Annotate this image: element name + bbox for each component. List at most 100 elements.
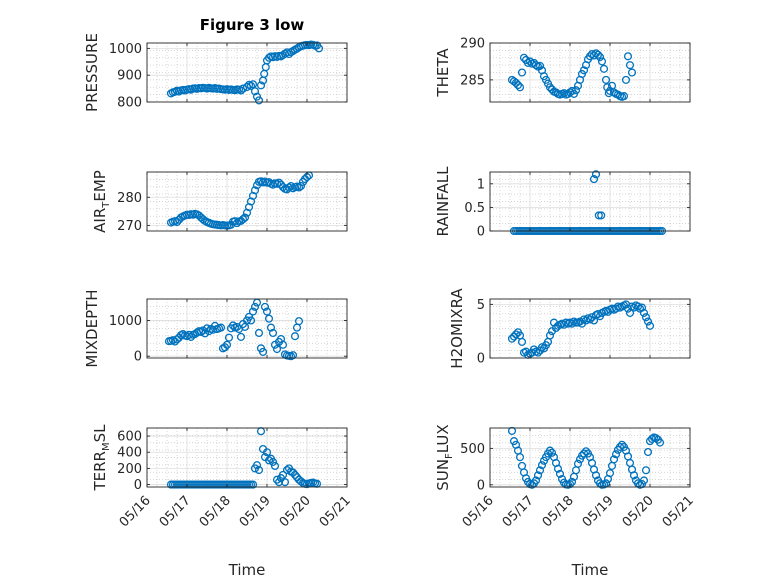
x-tick-label: 05/17 <box>157 493 194 530</box>
data-point <box>272 475 282 484</box>
data-point <box>511 330 521 339</box>
data-point <box>278 340 288 349</box>
data-point <box>288 351 298 360</box>
data-point <box>531 476 541 485</box>
data-point <box>609 88 619 97</box>
x-tick-label: 05/16 <box>117 493 154 530</box>
data-point <box>292 473 302 482</box>
data-point <box>619 92 629 101</box>
data-point <box>615 442 625 451</box>
data-point <box>276 52 286 61</box>
y-tick-label: 0 <box>477 225 485 240</box>
data-point <box>643 317 653 326</box>
data-point <box>240 213 250 222</box>
x-tick-label: 05/20 <box>620 493 657 530</box>
x-tick-label: 05/17 <box>500 493 537 530</box>
y-tick-label: 1000 <box>109 314 142 329</box>
data-point <box>601 75 611 84</box>
y-tick-label: 0.5 <box>464 201 485 216</box>
data-point <box>220 343 230 352</box>
data-point <box>581 316 591 325</box>
data-point <box>216 323 226 332</box>
y-tick-label: 0 <box>134 478 142 493</box>
y-tick-label: 270 <box>117 219 142 234</box>
x-tick-label: 05/19 <box>237 493 274 530</box>
data-point <box>605 469 615 478</box>
y-tick-label: 290 <box>460 37 485 52</box>
y-tick-label: 1 <box>477 177 485 192</box>
x-tick-label: 05/20 <box>277 493 314 530</box>
data-point <box>258 347 268 356</box>
axes-box <box>489 298 691 359</box>
data-point <box>260 302 270 311</box>
data-point <box>579 449 589 458</box>
data-point <box>507 334 517 343</box>
x-axis-label: Time <box>571 561 609 579</box>
data-point <box>641 313 651 322</box>
data-point <box>248 80 258 89</box>
axes-box <box>489 171 691 232</box>
y-tick-label: 280 <box>117 191 142 206</box>
data-point <box>591 170 601 179</box>
y-tick-label: 600 <box>117 430 142 445</box>
data-point <box>290 470 300 479</box>
data-point <box>517 68 527 77</box>
data-point <box>627 68 637 77</box>
data-point <box>228 321 238 330</box>
data-point <box>264 314 274 323</box>
data-point <box>643 447 653 457</box>
data-point <box>573 459 583 468</box>
y-tick-label: 285 <box>460 73 485 88</box>
data-point <box>268 328 278 338</box>
data-point <box>172 335 182 344</box>
y-axis-label: SUNFLUX <box>434 424 455 490</box>
data-point <box>581 447 591 456</box>
data-point <box>555 469 565 478</box>
data-point <box>595 52 605 62</box>
data-point <box>262 307 272 316</box>
data-point <box>232 219 242 228</box>
data-point <box>647 434 657 443</box>
axes-box <box>146 298 348 359</box>
data-point <box>515 453 525 462</box>
data-point <box>178 329 188 339</box>
data-point <box>565 480 575 489</box>
x-tick-label: 05/21 <box>317 493 354 530</box>
data-point <box>278 183 288 192</box>
data-point <box>254 96 264 105</box>
y-tick-label: 1000 <box>109 42 142 57</box>
data-point <box>623 304 633 313</box>
x-tick-label: 05/19 <box>580 493 617 530</box>
y-tick-label: 0 <box>477 478 485 493</box>
data-point <box>633 302 643 311</box>
y-axis-label: H2OMIXRA <box>448 288 466 369</box>
data-point <box>559 89 569 98</box>
y-tick-label: 0 <box>134 350 142 365</box>
subplot-5: 0 5 H2OMIXRA <box>448 288 691 369</box>
data-point <box>587 50 597 59</box>
data-point <box>523 58 533 67</box>
y-axis-label: AIRTEMP <box>91 170 112 233</box>
data-point <box>278 51 288 60</box>
data-point <box>511 78 521 87</box>
x-tick-label: 05/18 <box>197 493 234 530</box>
data-point <box>625 61 635 70</box>
data-point <box>629 303 639 312</box>
data-point <box>266 323 276 332</box>
data-point <box>527 480 537 489</box>
data-point <box>236 86 246 95</box>
axes-box <box>489 427 691 488</box>
subplot-1: 285 290 THETA <box>434 37 691 103</box>
data-point <box>629 471 639 480</box>
data-point <box>525 57 535 66</box>
data-point <box>623 52 633 61</box>
data-point <box>553 464 563 473</box>
data-point <box>250 186 260 195</box>
data-point <box>278 470 288 479</box>
data-point <box>609 455 619 464</box>
data-point <box>288 46 298 56</box>
data-point <box>238 215 248 224</box>
y-tick-label: 800 <box>117 96 142 111</box>
